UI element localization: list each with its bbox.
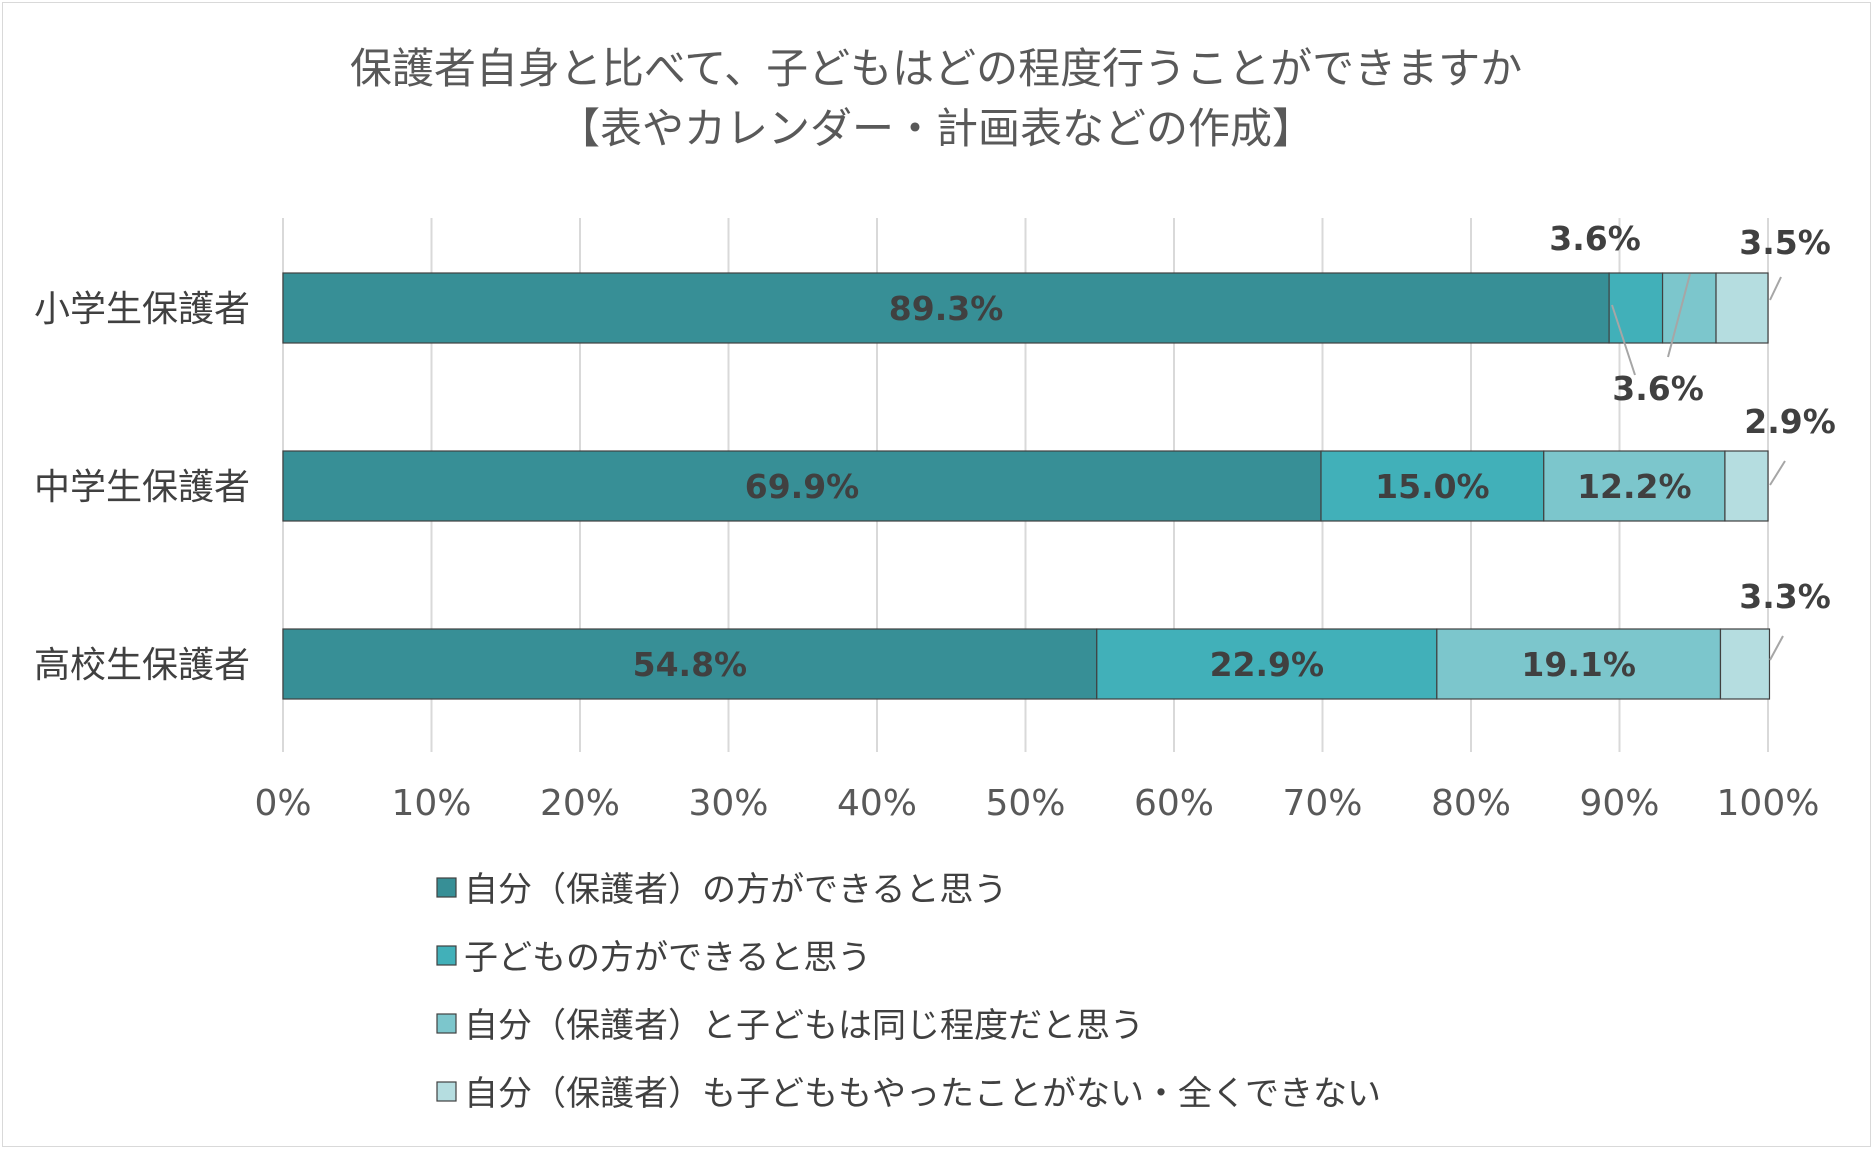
x-tick-label: 0% [254,783,311,824]
data-label: 2.9% [1744,402,1836,441]
legend-label: 子どもの方ができると思う [464,938,871,978]
legend-swatch [436,945,457,966]
bar-segment [1724,450,1769,522]
data-label: 19.1% [1521,645,1636,684]
data-label: 15.0% [1375,467,1490,506]
legend: 自分（保護者）の方ができると思う子どもの方ができると思う自分（保護者）と子どもは… [436,870,1381,1114]
chart-title-line-2: 【表やカレンダー・計画表などの作成】 [558,104,1314,153]
bars [282,272,1771,700]
data-label: 3.3% [1739,577,1831,616]
legend-label: 自分（保護者）と子どもは同じ程度だと思う [464,1006,1144,1046]
category-label: 高校生保護者 [34,645,250,686]
x-tick-label: 10% [391,783,471,824]
x-tick-label: 90% [1579,783,1659,824]
x-tick-label: 70% [1282,783,1362,824]
bar-segment [1608,272,1664,344]
chart-title-line-1: 保護者自身と比べて、子どもはどの程度行うことができますか [350,44,1522,93]
leader-line [1667,273,1691,358]
x-tick-label: 100% [1717,783,1820,824]
leader-line [1611,304,1636,376]
bar-segment [1096,628,1438,700]
legend-label: 自分（保護者）の方ができると思う [464,870,1007,910]
bar-segment [1719,628,1771,700]
x-tick-label: 80% [1431,783,1511,824]
bar-segment [1543,450,1726,522]
data-label: 3.5% [1739,223,1831,262]
x-tick-label: 60% [1134,783,1214,824]
data-label: 3.6% [1549,219,1641,258]
x-tick-label: 30% [688,783,768,824]
legend-swatch [436,877,457,898]
bar-segment [282,450,1322,522]
data-label: 89.3% [889,289,1004,328]
leader-line [1769,460,1786,486]
data-labels: 89.3% 3.6% 3.6% 3.5% 69.9% 15.0% 12.2% 2.9% 54.8… [633,219,1836,684]
leader-line [1769,276,1782,301]
category-label: 小学生保護者 [34,289,250,330]
x-axis-ticks: 0% 10% 20% 30% 40% 50% 60% 70% 80% 90% 100% [254,783,1819,824]
data-label: 12.2% [1577,467,1692,506]
bar-segment [1320,450,1545,522]
bar-segment [282,272,1610,344]
data-label: 22.9% [1210,645,1325,684]
x-tick-label: 50% [985,783,1065,824]
leader-line [1769,635,1784,661]
data-label: 3.6% [1612,369,1704,408]
legend-label: 自分（保護者）も子どももやったことがない・全くできない [464,1074,1381,1114]
bar-segment [282,628,1098,700]
legend-swatch [436,1013,457,1034]
legend-swatch [436,1081,457,1102]
bar-segment [1715,272,1769,344]
bar-segment [1661,272,1717,344]
x-tick-label: 20% [540,783,620,824]
x-tick-label: 40% [837,783,917,824]
category-label: 中学生保護者 [34,467,250,508]
data-label: 54.8% [633,645,748,684]
data-label: 69.9% [745,467,860,506]
